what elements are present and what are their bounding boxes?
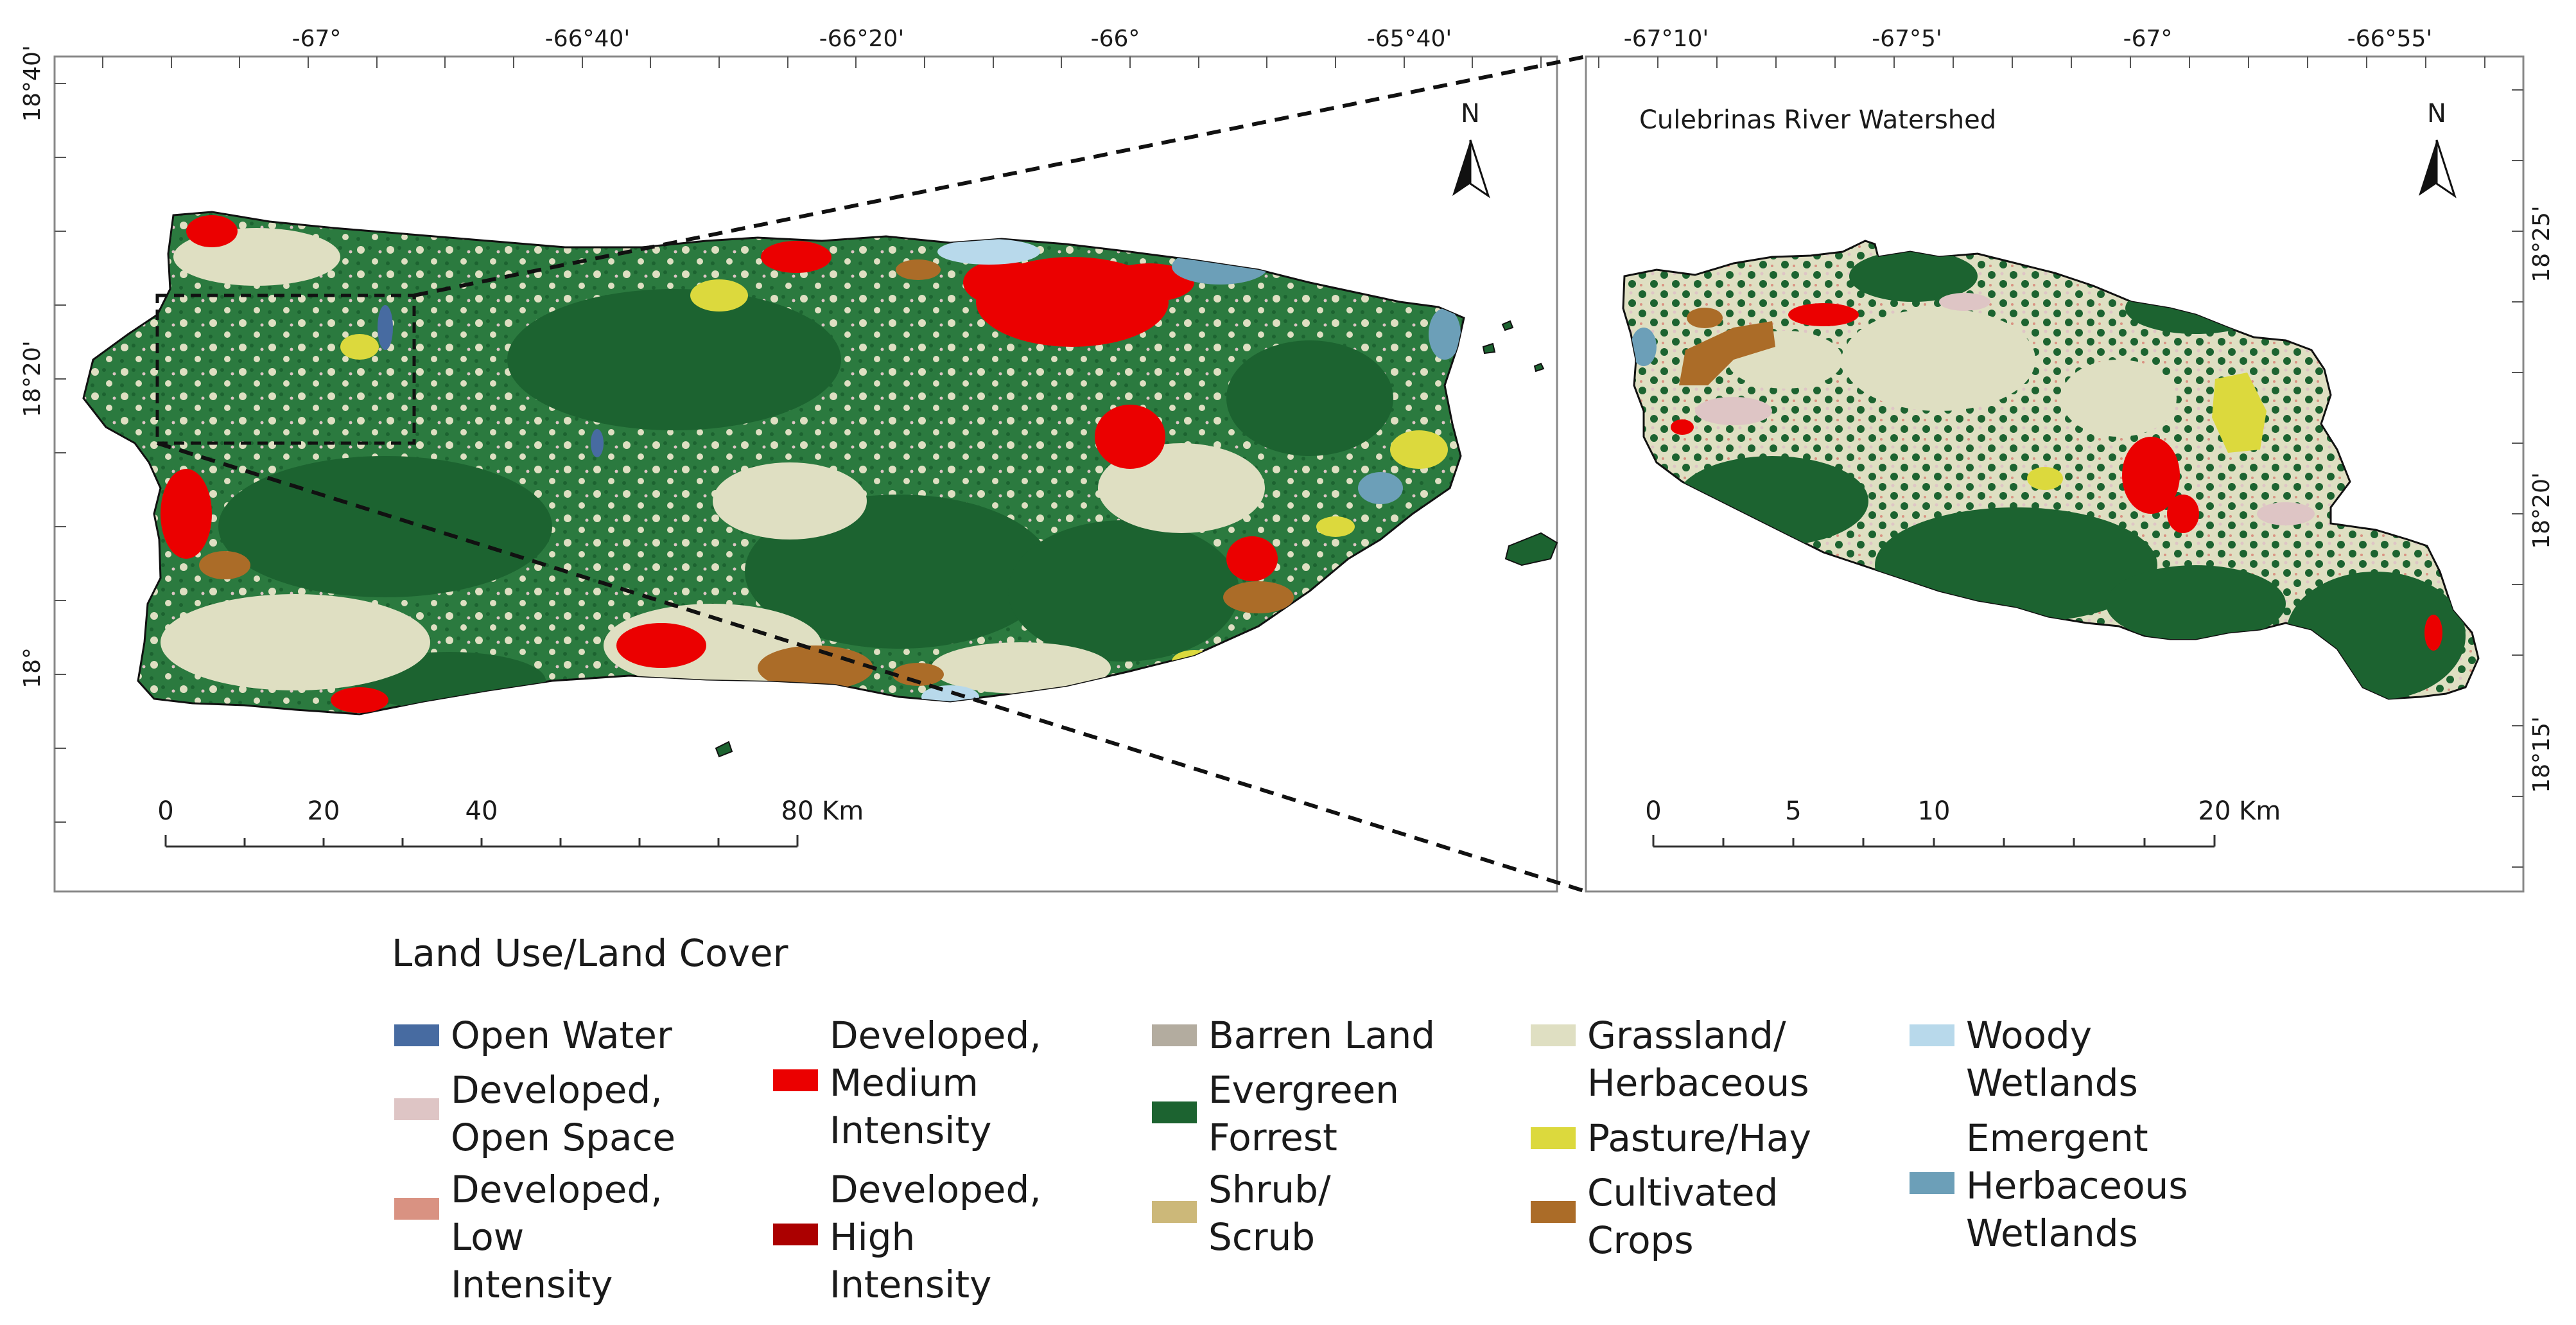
legend-swatch <box>1152 1201 1197 1223</box>
right-lat-label: 18°15' <box>2528 716 2555 793</box>
scale-label: 10 <box>1918 796 1951 826</box>
open-water-patches <box>378 305 604 457</box>
legend-label: Grassland/ Herbaceous <box>1587 1013 1809 1105</box>
ws-cultivated-crops <box>1679 308 1775 385</box>
legend-label: Shrub/ Scrub <box>1208 1168 1331 1259</box>
legend-label: Evergreen Forrest <box>1208 1068 1399 1159</box>
legend-swatch <box>394 1024 439 1046</box>
left-lon-label: -66°20' <box>819 26 905 52</box>
scale-label: 0 <box>157 796 173 826</box>
left-lat-label: 18° <box>19 647 46 689</box>
legend-swatch <box>394 1098 439 1120</box>
evergreen-forest-patches <box>218 289 1393 710</box>
right-lon-label: -67° <box>2123 26 2173 52</box>
left-map-side-ticks <box>55 83 66 823</box>
left-lon-label: -67° <box>292 26 342 52</box>
zoom-connector-bottom <box>157 441 1587 893</box>
left-scale-bar <box>164 835 799 848</box>
legend-label: Woody Wetlands <box>1966 1013 2138 1105</box>
left-lon-label: -66°40' <box>545 26 631 52</box>
scale-label: 0 <box>1645 796 1661 826</box>
ws-grassland <box>1727 308 2177 437</box>
legend-swatch <box>1910 1172 1954 1194</box>
right-scale-bar <box>1652 835 2216 848</box>
right-map-top-ticks <box>1598 57 2485 68</box>
left-lat-label: 18°40' <box>19 45 46 122</box>
north-arrow <box>2419 139 2457 198</box>
legend-swatch <box>1531 1201 1576 1223</box>
scale-label: 5 <box>1785 796 1801 826</box>
scale-unit: Km <box>822 796 864 826</box>
left-lat-label: 18°20' <box>19 340 46 417</box>
legend-label: Emergent Herbaceous Wetlands <box>1966 1116 2188 1255</box>
map-panels: -67° -66°40' -66°20' -66° -65°40' 18°40'… <box>19 26 2555 893</box>
legend-swatch <box>773 1069 818 1091</box>
legend-label: Developed, High Intensity <box>830 1168 1041 1306</box>
legend-label: Developed, Open Space <box>451 1068 676 1159</box>
north-arrow <box>1452 139 1490 198</box>
legend-swatch <box>1910 1024 1954 1046</box>
scale-label: 20 <box>2198 796 2231 826</box>
ws-developed-medium <box>1671 303 2442 651</box>
left-map-top-ticks <box>102 57 1542 68</box>
north-label: N <box>2427 99 2446 128</box>
ws-developed-open <box>1695 293 2315 525</box>
legend-swatch <box>1152 1101 1197 1123</box>
legend-swatch <box>1152 1024 1197 1046</box>
right-lon-label: -66°55' <box>2347 26 2433 52</box>
legend-label: Pasture/Hay <box>1587 1116 1811 1160</box>
left-lon-label: -66° <box>1091 26 1140 52</box>
right-lon-label: -67°5' <box>1872 26 1942 52</box>
scale-label: 40 <box>466 796 498 826</box>
left-lon-label: -65°40' <box>1367 26 1452 52</box>
right-lat-label: 18°20' <box>2528 472 2555 549</box>
watershed-title: Culebrinas River Watershed <box>1639 105 1996 135</box>
scale-label: 80 <box>781 796 814 826</box>
scale-unit: Km <box>2239 796 2281 826</box>
north-label: N <box>1461 99 1480 128</box>
cultivated-crops-patches <box>199 259 1294 690</box>
ws-pasture-hay <box>2027 373 2267 490</box>
inset-extent-box <box>155 294 416 445</box>
legend-swatch <box>1531 1024 1576 1046</box>
legend-label: Barren Land <box>1208 1013 1436 1057</box>
legend-swatch <box>394 1198 439 1220</box>
legend-label: Open Water <box>451 1013 672 1057</box>
legend-label: Developed, Medium Intensity <box>830 1013 1041 1152</box>
right-lon-label: -67°10' <box>1624 26 1709 52</box>
scale-label: 20 <box>308 796 340 826</box>
legend-swatch <box>1531 1127 1576 1149</box>
right-lat-label: 18°25' <box>2528 206 2555 283</box>
right-map-side-ticks <box>2512 89 2523 868</box>
zoom-connector-top <box>413 55 1587 297</box>
ws-wetland <box>1631 328 1657 366</box>
wetland-patches <box>1172 249 1461 504</box>
small-islands <box>715 320 1558 758</box>
legend-label: Developed, Low Intensity <box>451 1168 663 1306</box>
legend-label: Cultivated Crops <box>1587 1171 1779 1262</box>
land-cover-legend: Land Use/Land Cover Open Water Developed… <box>392 931 2511 1317</box>
developed-medium-patches <box>161 215 1278 713</box>
legend-title: Land Use/Land Cover <box>392 931 788 975</box>
legend-swatch <box>773 1224 818 1245</box>
